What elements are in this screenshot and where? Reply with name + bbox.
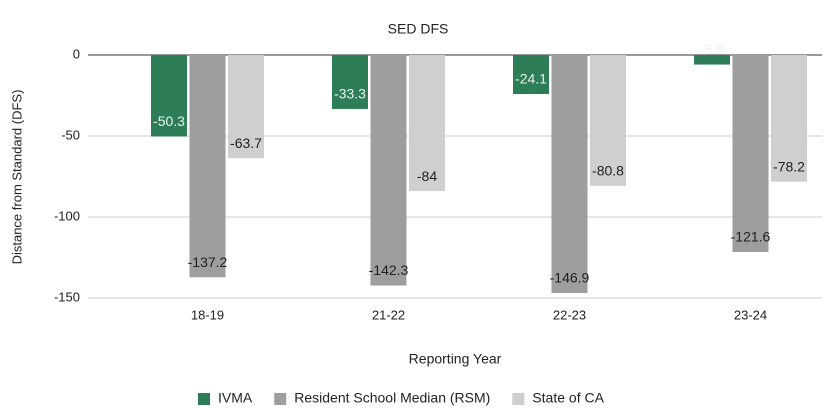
bar [732, 55, 769, 252]
legend-swatch [198, 393, 210, 405]
data-label: -80.8 [592, 163, 624, 179]
data-label: -33.3 [334, 86, 366, 102]
data-label: -50.3 [153, 113, 185, 129]
y-tick-label: 0 [73, 46, 80, 61]
x-tick-label: 23-24 [734, 307, 767, 322]
bar [771, 55, 807, 182]
bar [370, 55, 407, 286]
data-label: -5.9 [700, 41, 724, 57]
data-label: -142.3 [369, 262, 409, 278]
x-tick-label: 18-19 [191, 307, 224, 322]
y-tick-label: -150 [54, 289, 80, 304]
x-tick-label: 21-22 [372, 307, 405, 322]
y-tick-label: -100 [54, 208, 80, 223]
bar [694, 55, 730, 65]
data-label: -78.2 [773, 158, 805, 174]
bar [189, 55, 226, 278]
y-tick-label: -50 [61, 127, 80, 142]
y-axis-label: Distance from Standard (DFS) [9, 90, 24, 265]
data-label: -84 [417, 168, 437, 184]
legend-label: IVMA [218, 390, 253, 406]
bar [590, 55, 626, 186]
legend-label: Resident School Median (RSM) [294, 390, 490, 406]
legend-swatch [512, 393, 525, 405]
data-label: -121.6 [731, 229, 771, 245]
bar [551, 55, 588, 293]
data-label: -24.1 [515, 71, 547, 87]
data-label: -146.9 [550, 270, 590, 286]
bar [513, 55, 549, 95]
x-tick-label: 22-23 [553, 307, 586, 322]
bar [151, 55, 187, 137]
legend-label: State of CA [532, 390, 604, 406]
legend-swatch [274, 393, 287, 405]
chart-title: SED DFS [388, 21, 449, 37]
x-axis-label: Reporting Year [409, 351, 502, 367]
data-label: -137.2 [188, 254, 228, 270]
data-label: -63.7 [230, 135, 262, 151]
bar [228, 55, 264, 159]
bar [409, 55, 445, 192]
bar [332, 55, 368, 109]
